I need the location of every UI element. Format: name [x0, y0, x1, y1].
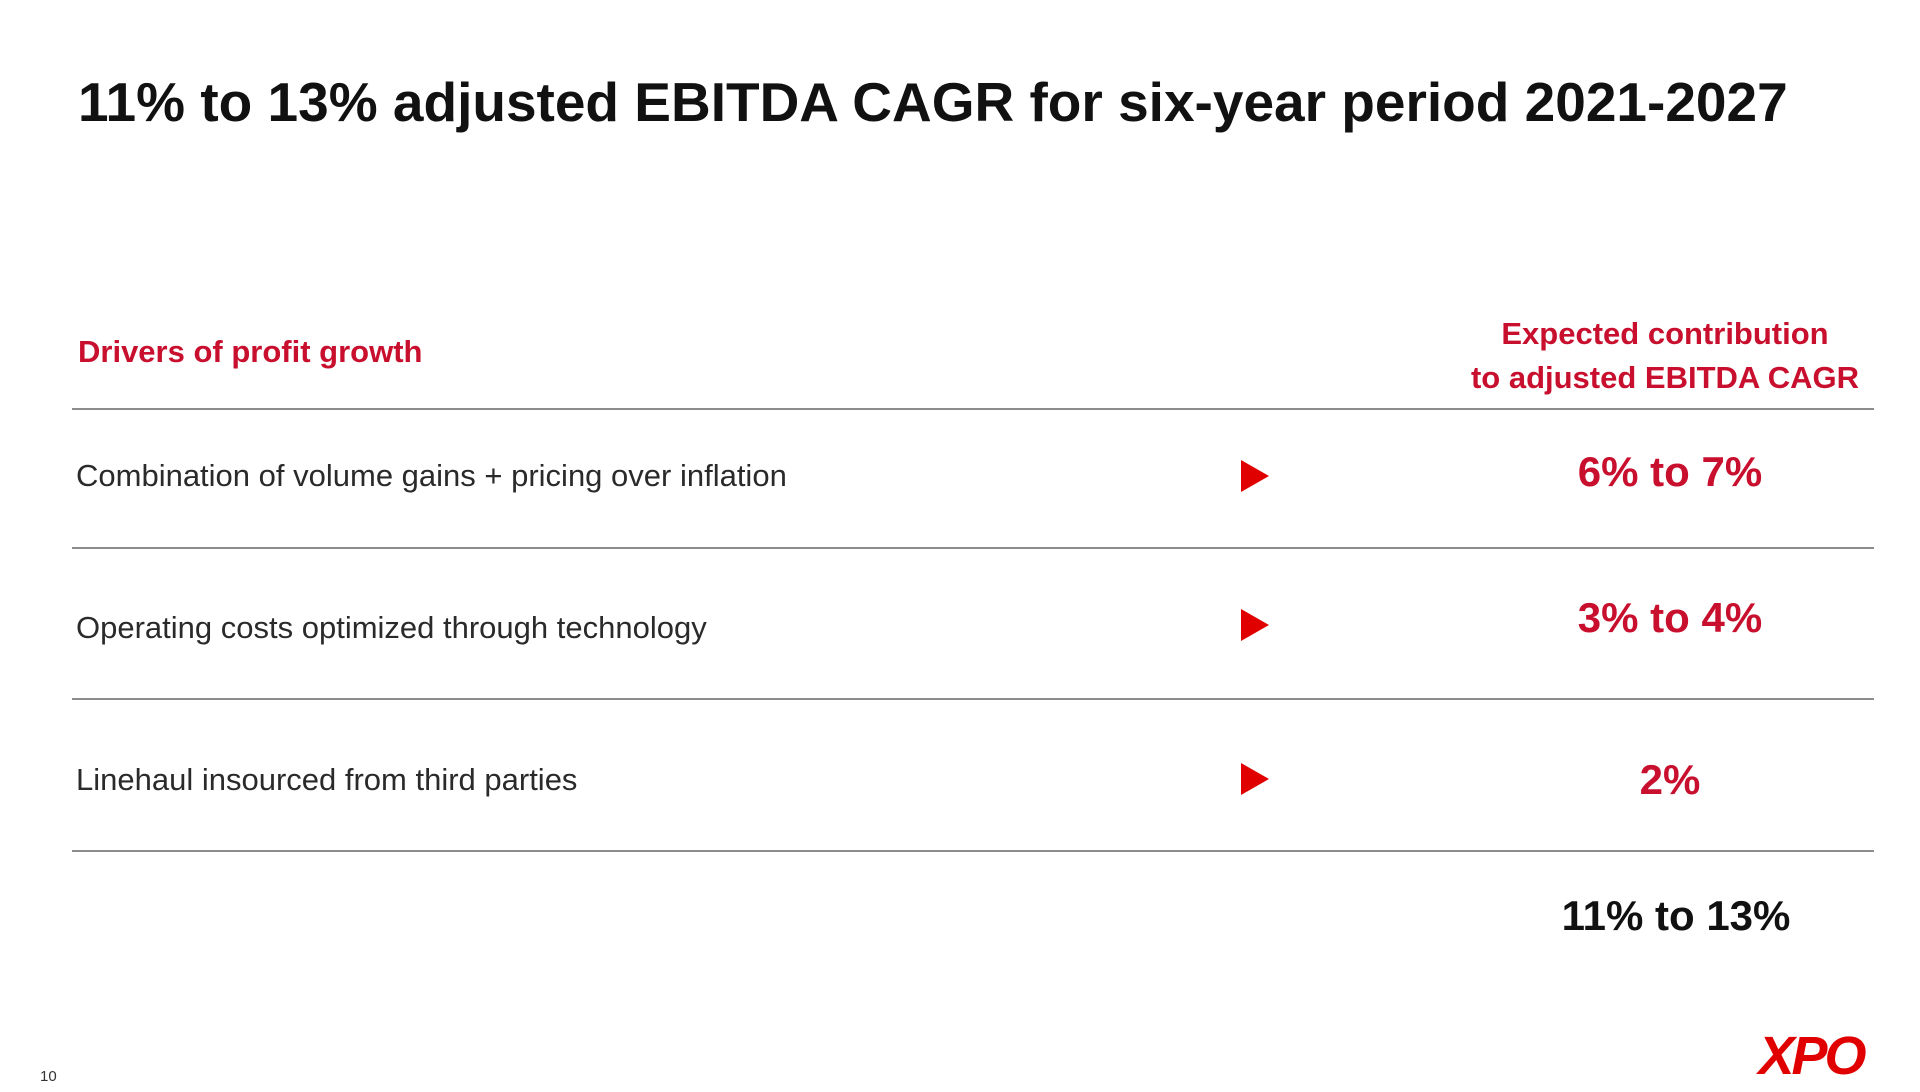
page-number: 10: [40, 1068, 57, 1085]
row-divider: [72, 698, 1874, 700]
contribution-operating-costs: 3% to 4%: [1577, 594, 1763, 641]
row-divider: [72, 850, 1874, 852]
contribution-header-line-2: to adjusted EBITDA CAGR: [1470, 360, 1860, 395]
xpo-logo: XPO: [1755, 1026, 1869, 1084]
driver-operating-costs: Operating costs optimized through techno…: [76, 610, 707, 645]
slide-title: 11% to 13% adjusted EBITDA CAGR for six-…: [78, 71, 1788, 133]
triangle-right-icon: [1241, 609, 1269, 641]
driver-volume-pricing: Combination of volume gains + pricing ov…: [76, 458, 787, 493]
contribution-linehaul: 2%: [1639, 756, 1701, 803]
driver-linehaul: Linehaul insourced from third parties: [76, 762, 578, 797]
triangle-right-icon: [1241, 460, 1269, 492]
contribution-column-header: Expected contribution to adjusted EBITDA…: [1420, 312, 1910, 400]
contribution-volume-pricing: 6% to 7%: [1577, 448, 1763, 495]
contribution-header-line-1: Expected contribution: [1501, 316, 1829, 351]
row-divider: [72, 547, 1874, 549]
header-divider: [72, 408, 1874, 410]
drivers-column-header: Drivers of profit growth: [78, 334, 423, 369]
triangle-right-icon: [1241, 763, 1269, 795]
logo-text: XPO: [1755, 1026, 1866, 1084]
total-contribution: 11% to 13%: [1561, 892, 1791, 939]
